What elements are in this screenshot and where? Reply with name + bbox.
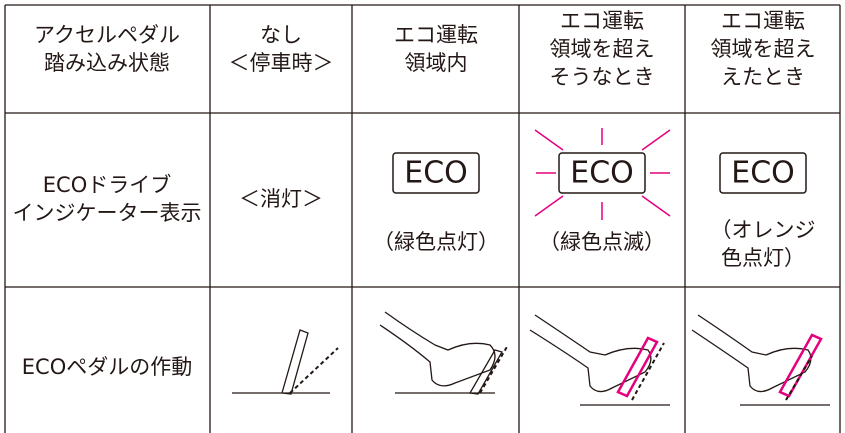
eco-badge: ECO	[570, 156, 634, 191]
row-label: ECOペダルの作動	[22, 355, 192, 379]
header-text: そうなとき	[550, 65, 655, 89]
blink-rays	[534, 128, 671, 220]
cell-note: （緑色点灯）	[373, 230, 499, 254]
header-text: 領域を超え	[711, 37, 816, 61]
header-text: エコ運転	[721, 9, 805, 33]
eco-badge-frame	[719, 152, 807, 194]
cell-note: （オレンジ	[711, 218, 816, 242]
header-text: エコ運転	[560, 9, 644, 33]
eco-badge: ECO	[404, 156, 468, 191]
pedal-over-limit	[691, 314, 830, 406]
header-text: 踏み込み状態	[44, 51, 170, 75]
row-label: インジケーター表示	[13, 201, 202, 225]
header-text: えたとき	[721, 65, 805, 89]
header-text: 領域内	[405, 51, 468, 75]
pedal-idle	[232, 329, 339, 395]
eco-badge-frame	[558, 152, 646, 194]
eco-badge: ECO	[731, 156, 795, 191]
grid	[4, 4, 841, 433]
header-text: なし	[260, 23, 302, 47]
row-label: ECOドライブ	[43, 173, 171, 197]
header-text: ＜停車時＞	[229, 51, 334, 75]
cell-note: （緑色点滅）	[539, 230, 665, 254]
pedal-near-limit	[529, 314, 670, 406]
header-text: エコ運転	[394, 23, 478, 47]
cell-text: ＜消灯＞	[239, 187, 323, 211]
header-text: 領域を超え	[550, 37, 655, 61]
eco-badge-frame	[392, 152, 480, 194]
pedal-eco	[379, 311, 509, 395]
header-text: アクセルペダル	[34, 23, 180, 47]
cell-note: 色点灯）	[721, 246, 805, 270]
